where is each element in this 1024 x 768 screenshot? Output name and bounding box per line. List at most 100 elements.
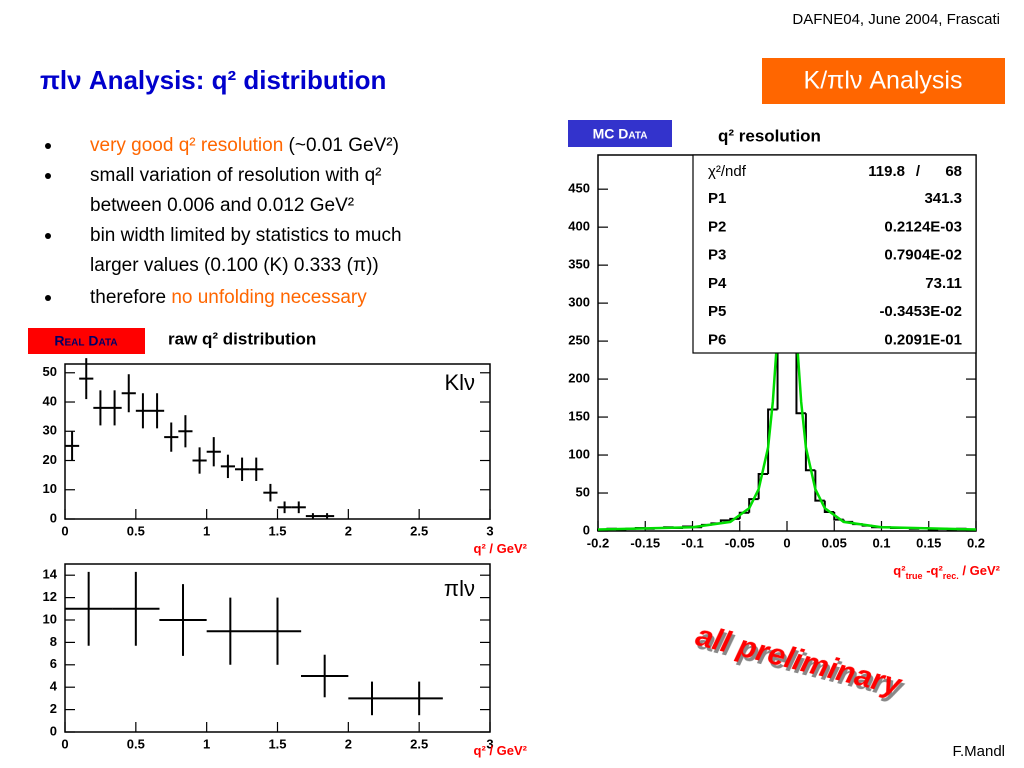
bullet-span: therefore [90, 287, 171, 308]
y-tick-label: 400 [568, 219, 590, 234]
chart-label: Klν [444, 370, 475, 395]
x-tick-label: 2.5 [410, 736, 428, 751]
bullet-dot [45, 143, 51, 149]
y-tick-label: 40 [43, 393, 57, 408]
x-tick-label: 1 [203, 523, 210, 538]
bullet-line: small variation of resolution with q² [90, 165, 381, 186]
y-tick-label: 0 [583, 522, 590, 537]
x-axis-label-part: q² / GeV² [474, 541, 528, 556]
x-tick-label: -0.1 [681, 535, 703, 550]
y-tick-label: 100 [568, 446, 590, 461]
bullet-line: between 0.006 and 0.012 GeV² [90, 195, 354, 216]
x-tick-label: 0.2 [967, 535, 985, 550]
bullet-list: very good q² resolution (~0.01 GeV²) smal… [45, 135, 402, 308]
x-axis-label-part: q² / GeV² [474, 743, 528, 758]
y-tick-label: 350 [568, 257, 590, 272]
chart-title: q² resolution [718, 126, 821, 145]
x-tick-label: -0.05 [725, 535, 755, 550]
histogram-bin [738, 511, 750, 519]
y-tick-label: 50 [576, 484, 590, 499]
y-tick-label: 8 [50, 634, 57, 649]
bullet-span: between 0.006 and 0.012 GeV² [90, 195, 354, 216]
stats-value: 68 [945, 163, 962, 180]
stats-label: P1 [708, 190, 726, 207]
stats-value: / [916, 163, 921, 180]
real-data-tag: Real Data [54, 333, 117, 349]
stats-label: P5 [708, 303, 726, 320]
x-axis-label: q² / GeV² [474, 743, 528, 758]
stats-box [692, 154, 977, 354]
y-tick-label: 450 [568, 181, 590, 196]
y-tick-label: 300 [568, 295, 590, 310]
chart-title: raw q² distribution [168, 329, 316, 348]
x-tick-label: 2 [345, 523, 352, 538]
bullet-line: bin width limited by statistics to much [90, 225, 402, 246]
x-tick-label: 0.05 [822, 535, 847, 550]
header: DAFNE04, June 2004, Frascati [792, 11, 1000, 28]
x-tick-label: 2.5 [410, 523, 428, 538]
x-tick-label: 3 [486, 736, 493, 751]
x-tick-label: 3 [486, 523, 493, 538]
stats-value: 0.7904E-02 [884, 247, 962, 264]
y-tick-label: 6 [50, 656, 57, 671]
stats-label: P6 [708, 331, 726, 348]
mc-data-box [568, 120, 672, 147]
y-tick-label: 0 [50, 510, 57, 525]
x-axis-label-part: -q² [923, 563, 944, 578]
x-tick-label: 2 [345, 736, 352, 751]
x-tick-label: 1.5 [268, 523, 286, 538]
bullet-dot [45, 173, 51, 179]
x-tick-label: 0.15 [916, 535, 941, 550]
x-axis-label-part: / GeV² [959, 563, 1001, 578]
bullet-dot [45, 233, 51, 239]
x-tick-label: -0.2 [587, 535, 609, 550]
x-tick-label: 0 [783, 535, 790, 550]
stats-label: P3 [708, 247, 726, 264]
stats-value: 119.8 [868, 163, 905, 180]
bullet-dot [45, 295, 51, 301]
stats-value: 73.11 [925, 275, 962, 292]
bullet-span: small variation of resolution with q² [90, 165, 381, 186]
stats-value: 0.2124E-03 [884, 218, 962, 235]
mc-data-tag: MC Data [593, 126, 648, 142]
bullet-span: (~0.01 GeV²) [283, 135, 399, 156]
y-tick-label: 10 [43, 611, 57, 626]
badge-box [762, 58, 1005, 104]
chart-label: πlν [444, 576, 475, 601]
x-axis-label: q²true -q²rec. / GeV² [893, 563, 1000, 581]
y-tick-label: 4 [50, 679, 58, 694]
x-axis-label-part: rec. [943, 571, 959, 581]
stats-label: P4 [708, 275, 727, 292]
x-tick-label: 0.5 [127, 736, 145, 751]
stats-label: χ²/ndf [708, 163, 747, 180]
stats-value: -0.3453E-02 [879, 303, 962, 320]
y-tick-label: 250 [568, 333, 590, 348]
y-tick-label: 30 [43, 423, 57, 438]
x-tick-label: 1 [203, 736, 210, 751]
x-axis-label-part: q² [893, 563, 906, 578]
bullet-span: larger values (0.100 (K) 0.333 (π)) [90, 255, 379, 276]
y-tick-label: 10 [43, 481, 57, 496]
x-tick-label: 0 [61, 523, 68, 538]
bullet-line: therefore no unfolding necessary [90, 287, 367, 308]
bullet-span: bin width limited by statistics to much [90, 225, 402, 246]
x-axis-label: q² / GeV² [474, 541, 528, 556]
y-tick-label: 0 [50, 723, 57, 738]
stats-value: 341.3 [924, 190, 962, 207]
x-tick-label: 1.5 [268, 736, 286, 751]
x-axis-label-part: true [906, 571, 923, 581]
y-tick-label: 20 [43, 452, 57, 467]
stats-label: P2 [708, 218, 726, 235]
bullet-span: very good q² resolution [90, 135, 283, 156]
y-tick-label: 200 [568, 371, 590, 386]
badge: K/πlν Analysis [804, 67, 963, 95]
x-tick-label: 0 [61, 736, 68, 751]
x-tick-label: 0.5 [127, 523, 145, 538]
y-tick-label: 14 [43, 567, 58, 582]
x-tick-label: 0.1 [872, 535, 890, 550]
slide-title: πlν Analysis: q² distribution [40, 65, 386, 95]
bullet-line: very good q² resolution (~0.01 GeV²) [90, 135, 399, 156]
y-tick-label: 50 [43, 364, 57, 379]
